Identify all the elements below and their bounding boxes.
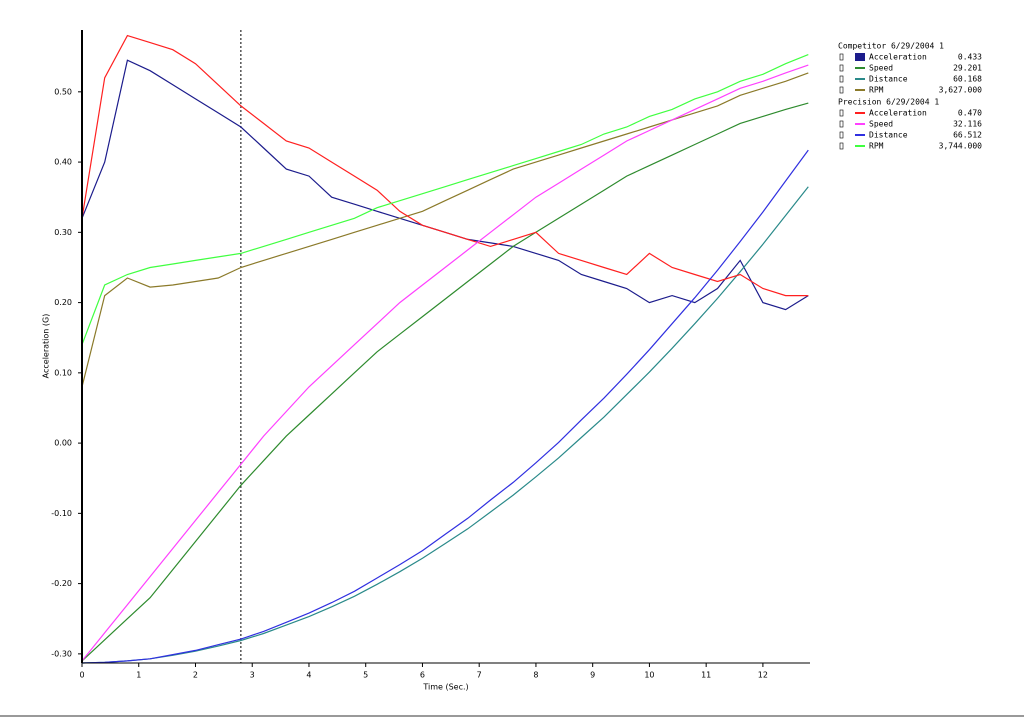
legend-label: Distance	[869, 75, 908, 84]
series-line	[81, 54, 809, 345]
legend-reading: 60.168	[953, 75, 982, 84]
series-line	[81, 72, 809, 388]
x-tick-label: 11	[701, 671, 711, 680]
x-tick-label: 2	[193, 671, 198, 680]
x-tick-label: 3	[250, 671, 255, 680]
y-axis-label: Acceleration (G)	[42, 314, 51, 379]
legend-label: RPM	[869, 142, 884, 151]
legend-reading: 29.201	[953, 64, 982, 73]
legend-reading: 66.512	[953, 131, 982, 140]
x-tick-label: 5	[363, 671, 368, 680]
legend-label: Acceleration	[869, 53, 927, 62]
legend-checkbox	[839, 75, 844, 83]
y-tick-label: -0.30	[51, 649, 72, 658]
series-line	[81, 34, 809, 297]
legend-checkbox	[839, 131, 844, 139]
legend-checkbox	[839, 109, 844, 117]
y-tick-label: 0.10	[54, 368, 72, 377]
x-tick-label: 12	[758, 671, 768, 680]
legend-group-title: Precision 6/29/2004 1	[838, 98, 939, 107]
legend-label: Distance	[869, 131, 908, 140]
legend-reading: 0.433	[958, 53, 982, 62]
x-tick-label: 10	[644, 671, 654, 680]
legend-checkbox	[839, 53, 844, 61]
series-line	[81, 102, 809, 662]
legend-checkbox	[839, 86, 844, 94]
legend-swatch	[855, 53, 865, 61]
y-tick-label: -0.10	[51, 509, 72, 518]
legend-reading: 32.116	[953, 120, 982, 129]
x-tick-label: 6	[420, 671, 425, 680]
legend-label: Acceleration	[869, 109, 927, 118]
x-tick-label: 4	[306, 671, 311, 680]
y-tick-label: 0.50	[54, 87, 72, 96]
legend-label: Speed	[869, 64, 893, 73]
legend-checkbox	[839, 64, 844, 72]
x-tick-label: 1	[136, 671, 141, 680]
y-tick-label: 0.40	[54, 158, 72, 167]
legend-reading: 0.470	[958, 109, 982, 118]
series-line	[81, 64, 809, 662]
y-tick-label: 0.30	[54, 228, 72, 237]
x-tick-label: 7	[477, 671, 482, 680]
series-line	[81, 149, 809, 664]
legend-reading: 3,627.000	[939, 86, 983, 95]
y-tick-label: 0.20	[54, 298, 72, 307]
y-tick-label: -0.20	[51, 579, 72, 588]
y-tick-label: 0.00	[54, 439, 72, 448]
legend-reading: 3,744.000	[939, 142, 983, 151]
legend-checkbox	[839, 142, 844, 150]
series-line	[81, 186, 809, 664]
x-tick-label: 0	[79, 671, 84, 680]
legend-group-title: Competitor 6/29/2004 1	[838, 42, 944, 51]
x-axis-label: Time (Sec.)	[422, 683, 468, 692]
x-tick-label: 9	[590, 671, 595, 680]
legend-checkbox	[839, 120, 844, 128]
legend-label: RPM	[869, 86, 884, 95]
legend-label: Speed	[869, 120, 893, 129]
x-tick-label: 8	[533, 671, 538, 680]
